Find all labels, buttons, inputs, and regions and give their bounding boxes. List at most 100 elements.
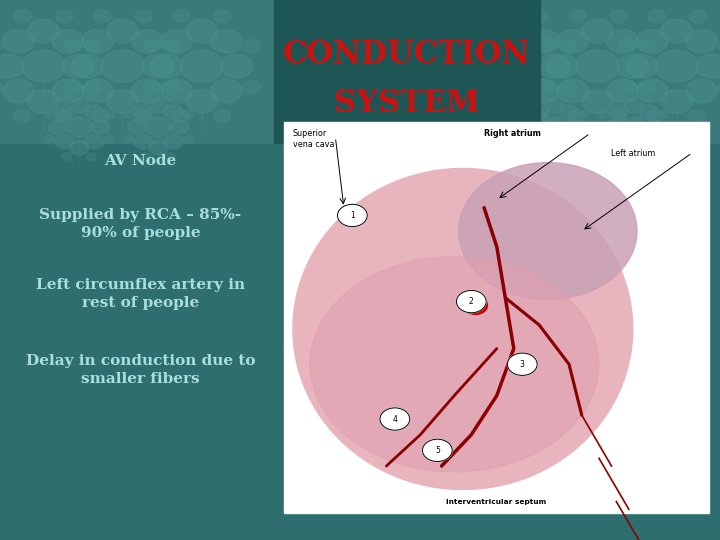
Text: Left atrium: Left atrium bbox=[611, 149, 656, 158]
Circle shape bbox=[84, 81, 102, 94]
Circle shape bbox=[639, 81, 656, 94]
Circle shape bbox=[473, 81, 490, 94]
Circle shape bbox=[546, 55, 578, 78]
Circle shape bbox=[579, 136, 590, 144]
Circle shape bbox=[70, 99, 89, 113]
Circle shape bbox=[497, 50, 540, 82]
Circle shape bbox=[94, 10, 111, 23]
Circle shape bbox=[503, 89, 534, 113]
Circle shape bbox=[86, 93, 97, 101]
Circle shape bbox=[527, 30, 559, 53]
Circle shape bbox=[180, 50, 223, 82]
Circle shape bbox=[580, 111, 590, 119]
Circle shape bbox=[655, 50, 698, 82]
Circle shape bbox=[467, 55, 499, 78]
Circle shape bbox=[104, 136, 114, 144]
Circle shape bbox=[184, 111, 194, 119]
Text: 1: 1 bbox=[350, 211, 355, 220]
Circle shape bbox=[163, 134, 183, 149]
Circle shape bbox=[221, 55, 253, 78]
Circle shape bbox=[243, 39, 261, 52]
Circle shape bbox=[562, 93, 572, 101]
Circle shape bbox=[621, 117, 647, 137]
Circle shape bbox=[163, 81, 181, 94]
Circle shape bbox=[618, 38, 636, 51]
Text: 2: 2 bbox=[469, 297, 474, 306]
Text: Superior
vena cava: Superior vena cava bbox=[293, 129, 334, 149]
Circle shape bbox=[639, 39, 657, 52]
Circle shape bbox=[609, 105, 629, 119]
Circle shape bbox=[466, 141, 485, 155]
Ellipse shape bbox=[310, 256, 599, 472]
Circle shape bbox=[466, 99, 485, 113]
Circle shape bbox=[3, 79, 35, 103]
Circle shape bbox=[557, 79, 589, 103]
Circle shape bbox=[639, 105, 658, 119]
Text: 4: 4 bbox=[392, 415, 397, 423]
Circle shape bbox=[91, 120, 109, 134]
Circle shape bbox=[145, 117, 171, 137]
Circle shape bbox=[44, 110, 55, 118]
Circle shape bbox=[559, 105, 579, 119]
Circle shape bbox=[142, 55, 174, 78]
Circle shape bbox=[487, 120, 505, 134]
Circle shape bbox=[61, 153, 72, 160]
Circle shape bbox=[474, 39, 491, 52]
Circle shape bbox=[530, 105, 549, 119]
Circle shape bbox=[62, 93, 72, 101]
Circle shape bbox=[610, 10, 627, 23]
Circle shape bbox=[624, 99, 643, 113]
Circle shape bbox=[568, 110, 585, 123]
Circle shape bbox=[149, 99, 168, 113]
Circle shape bbox=[149, 141, 168, 155]
Circle shape bbox=[66, 117, 92, 137]
Circle shape bbox=[658, 136, 669, 144]
Circle shape bbox=[685, 79, 717, 103]
Circle shape bbox=[524, 120, 543, 134]
Circle shape bbox=[128, 120, 147, 134]
Circle shape bbox=[338, 204, 367, 227]
Circle shape bbox=[416, 19, 448, 43]
Circle shape bbox=[82, 30, 114, 53]
Circle shape bbox=[530, 134, 549, 149]
Circle shape bbox=[527, 79, 559, 103]
Circle shape bbox=[0, 38, 2, 51]
Circle shape bbox=[451, 55, 483, 78]
Circle shape bbox=[392, 30, 423, 53]
Circle shape bbox=[170, 120, 189, 134]
Circle shape bbox=[441, 79, 472, 103]
Circle shape bbox=[566, 120, 585, 134]
Circle shape bbox=[84, 134, 104, 149]
Circle shape bbox=[150, 55, 182, 78]
Circle shape bbox=[410, 50, 454, 82]
Circle shape bbox=[416, 89, 448, 113]
Circle shape bbox=[444, 110, 461, 123]
Ellipse shape bbox=[293, 168, 633, 489]
Circle shape bbox=[210, 30, 242, 53]
Circle shape bbox=[135, 10, 152, 23]
Circle shape bbox=[636, 79, 668, 103]
Circle shape bbox=[71, 55, 103, 78]
Circle shape bbox=[27, 89, 59, 113]
Circle shape bbox=[3, 30, 35, 53]
Circle shape bbox=[456, 291, 486, 313]
Circle shape bbox=[536, 153, 547, 160]
Circle shape bbox=[560, 39, 577, 52]
Circle shape bbox=[582, 19, 613, 43]
Circle shape bbox=[537, 93, 547, 101]
Circle shape bbox=[392, 79, 423, 103]
Circle shape bbox=[500, 111, 510, 119]
Circle shape bbox=[482, 93, 493, 101]
Circle shape bbox=[173, 10, 190, 23]
Circle shape bbox=[618, 80, 635, 93]
Circle shape bbox=[478, 79, 510, 103]
Circle shape bbox=[624, 141, 643, 155]
Circle shape bbox=[243, 81, 260, 94]
Circle shape bbox=[0, 80, 1, 93]
Circle shape bbox=[616, 153, 626, 160]
Circle shape bbox=[63, 55, 94, 78]
Ellipse shape bbox=[459, 163, 637, 300]
Text: 5: 5 bbox=[435, 446, 440, 455]
Circle shape bbox=[562, 153, 572, 161]
Circle shape bbox=[659, 111, 669, 119]
